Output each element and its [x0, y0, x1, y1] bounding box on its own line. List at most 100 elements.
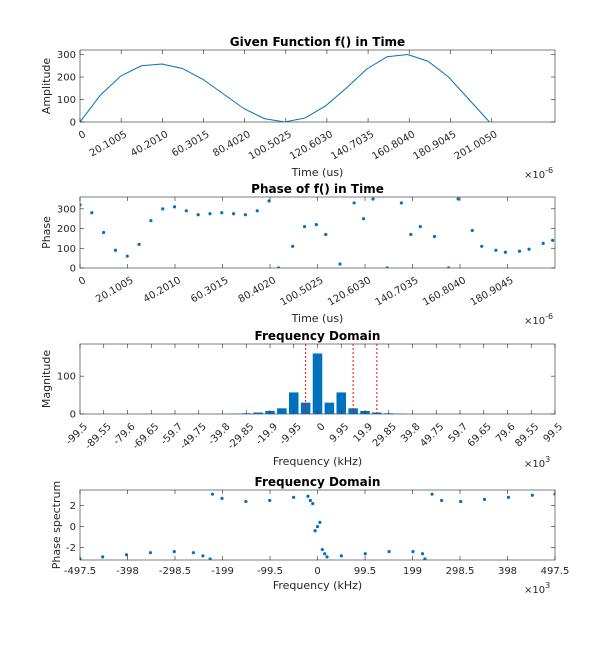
axis-exponent: ×10-6 — [524, 166, 553, 181]
x-tick-label: 40.2010 — [142, 275, 183, 305]
data-point — [232, 212, 236, 216]
x-tick-label: 40.2010 — [129, 129, 170, 159]
x-tick-label: 20.1005 — [94, 275, 135, 305]
y-tick-label: 0 — [70, 522, 76, 533]
chart-frequency-magnitude: -99.5-89.55-79.6-69.65-59.7-49.75-39.8-2… — [40, 329, 565, 470]
axis-exponent-power: 3 — [545, 455, 550, 464]
axis-exponent-base: ×10 — [524, 170, 545, 181]
data-point — [137, 242, 141, 246]
data-point — [440, 498, 444, 503]
data-point — [470, 228, 474, 233]
data-point — [90, 211, 94, 215]
x-tick-label: 180.9045 — [469, 275, 516, 308]
x-tick-label: 180.9045 — [412, 129, 459, 162]
data-point — [527, 247, 531, 251]
x-tick-label: 140.7035 — [374, 275, 421, 308]
chart-time-amplitude: 0 20.1005 40.2010 60.3015 80.4020100.5025120… — [40, 35, 556, 181]
data-point — [315, 524, 320, 529]
y-tick-label: 200 — [57, 73, 76, 84]
x-tick-label: -49.75 — [178, 421, 209, 452]
y-axis-label: Magnitude — [40, 350, 53, 409]
x-tick-label: 9.95 — [328, 421, 352, 445]
data-point — [210, 492, 215, 496]
x-tick-label: 69.65 — [466, 421, 494, 449]
x-tick-label: 201.0050 — [453, 129, 500, 162]
data-point — [314, 223, 318, 227]
data-point — [172, 205, 177, 209]
data-point — [553, 492, 555, 496]
y-tick-label: 2 — [70, 501, 76, 512]
x-tick-label: -29.85 — [226, 421, 257, 452]
data-point — [352, 201, 356, 205]
data-point — [80, 203, 82, 207]
data-point — [318, 520, 322, 524]
data-point — [323, 552, 327, 556]
data-point — [503, 250, 507, 254]
data-point — [311, 501, 315, 506]
chart-frequency-phase: -497.5 -398 -298.5 -199 -99.5 0 99.5 199 298.5 39… — [50, 475, 569, 596]
axis-exponent-base: ×10 — [524, 316, 545, 327]
data-point — [363, 552, 367, 556]
data-point — [541, 241, 545, 245]
chart-title: Phase of f() in Time — [251, 182, 384, 196]
plot-area — [79, 196, 556, 269]
x-tick-label: 99.5 — [542, 421, 566, 445]
bar — [348, 408, 358, 414]
x-tick-label: 298.5 — [446, 566, 475, 577]
x-tick-label: -9.95 — [278, 421, 304, 447]
bar — [336, 392, 347, 414]
data-point — [399, 201, 403, 205]
x-tick-label: 29.85 — [371, 421, 399, 449]
axis-exponent-power: -6 — [545, 312, 553, 321]
x-tick-label: 0 — [77, 275, 88, 288]
data-point — [459, 499, 463, 504]
y-axis-label: Phase spectrum — [50, 481, 63, 569]
data-point — [220, 496, 224, 500]
data-point — [482, 497, 487, 502]
x-tick-label: 60.3015 — [189, 275, 230, 305]
chart-title: Frequency Domain — [255, 475, 381, 489]
axis-exponent-power: -6 — [545, 166, 553, 175]
data-point — [494, 248, 498, 252]
data-point — [124, 553, 129, 557]
x-tick-label: -69.65 — [131, 421, 162, 452]
x-axis-label: Frequency (kHz) — [273, 579, 362, 592]
data-point — [551, 238, 555, 242]
data-point — [456, 197, 460, 201]
x-tick-label: 80.4020 — [211, 129, 252, 159]
x-axis-label: Frequency (kHz) — [273, 455, 362, 468]
data-point — [191, 551, 195, 555]
x-tick-label: -497.5 — [64, 566, 96, 577]
data-point — [268, 498, 272, 503]
data-point — [385, 266, 389, 268]
x-tick-label: 99.5 — [354, 566, 376, 577]
data-point — [506, 495, 511, 499]
axis-exponent-power: 3 — [545, 581, 550, 590]
x-tick-label: 100.5025 — [279, 275, 326, 308]
data-point — [255, 209, 259, 213]
data-point — [423, 557, 427, 560]
data-point — [148, 551, 153, 555]
data-point — [306, 494, 310, 498]
x-tick-label: -298.5 — [159, 566, 191, 577]
data-point — [220, 211, 224, 215]
data-point — [292, 495, 296, 499]
x-tick-label: 60.3015 — [170, 129, 211, 159]
x-tick-label: 199 — [403, 566, 422, 577]
x-tick-label: -99.5 — [257, 566, 283, 577]
data-point — [201, 554, 205, 558]
y-tick-label: 300 — [57, 50, 76, 61]
bar — [253, 412, 263, 414]
bar — [288, 392, 299, 414]
data-point — [184, 209, 188, 213]
y-tick-label: 0 — [70, 118, 76, 129]
x-tick-label: 497.5 — [541, 566, 570, 577]
axis-exponent-base: ×10 — [524, 585, 545, 596]
plot-area — [79, 49, 556, 123]
data-point — [243, 213, 248, 217]
data-layer — [80, 492, 555, 560]
bar — [324, 402, 335, 414]
axis-exponent: ×103 — [524, 455, 550, 470]
data-point — [339, 554, 343, 558]
data-point — [149, 219, 153, 223]
